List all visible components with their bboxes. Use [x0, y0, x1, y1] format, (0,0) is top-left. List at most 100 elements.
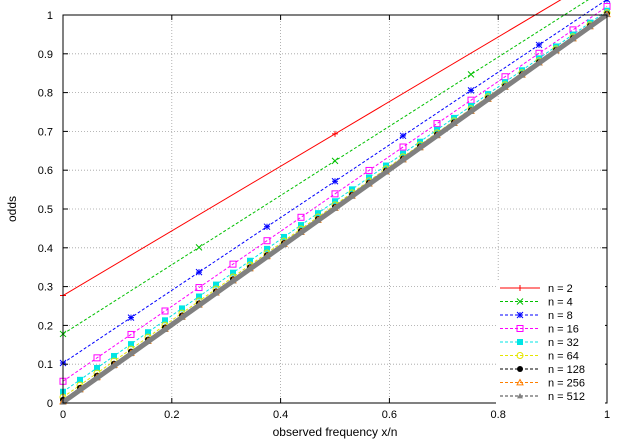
- data-point: [179, 314, 185, 320]
- legend-item: n = 4: [500, 297, 573, 309]
- data-point: [519, 67, 525, 74]
- y-tick-label: 0.5: [38, 204, 53, 216]
- y-tick-label: 0.7: [38, 126, 53, 138]
- legend-item: n = 32: [500, 337, 579, 349]
- data-point: [127, 330, 135, 338]
- legend-label: n = 32: [548, 337, 579, 349]
- data-point: [519, 72, 525, 78]
- legend-item: n = 64: [500, 351, 579, 363]
- legend-label: n = 64: [548, 351, 579, 363]
- legend-marker: [516, 352, 524, 359]
- data-point: [400, 156, 406, 163]
- legend-marker: [516, 298, 524, 305]
- legend-item: n = 8: [500, 310, 573, 322]
- legend-item: n = 256: [500, 378, 585, 390]
- data-point: [535, 41, 543, 49]
- legend-marker: [517, 339, 523, 345]
- data-point: [349, 186, 355, 193]
- data-point: [315, 217, 321, 223]
- data-point: [502, 84, 508, 90]
- data-point: [281, 241, 287, 248]
- data-point: [349, 193, 355, 199]
- data-point: [434, 132, 440, 139]
- data-point: [161, 307, 169, 315]
- legend-item: n = 16: [500, 324, 579, 336]
- legend: n = 2 n = 4n = 8 n = 16n = 32 n = 64n = 128…: [496, 281, 605, 405]
- series-2: [60, 0, 562, 299]
- legend-marker: [516, 325, 524, 332]
- data-point: [77, 376, 83, 383]
- data-point: [145, 338, 151, 345]
- data-point: [365, 166, 373, 174]
- legend-label: n = 16: [548, 324, 579, 336]
- y-tick-label: 0.8: [38, 88, 53, 100]
- data-point: [298, 229, 304, 236]
- data-point: [94, 364, 100, 371]
- data-point: [451, 120, 457, 127]
- legend-item: n = 2: [500, 283, 573, 295]
- data-point: [195, 244, 203, 251]
- legend-label: n = 2: [548, 283, 573, 295]
- data-point: [195, 268, 203, 276]
- data-point: [399, 143, 407, 151]
- data-point: [128, 341, 134, 348]
- plot-series: [59, 0, 611, 405]
- y-tick-label: 0.4: [38, 243, 53, 255]
- data-point: [127, 314, 135, 321]
- data-point: [111, 362, 117, 369]
- legend-marker: [517, 366, 523, 372]
- data-point: [264, 245, 270, 252]
- data-point: [230, 269, 236, 276]
- data-point: [196, 302, 202, 308]
- data-point: [77, 387, 83, 393]
- data-point: [468, 108, 474, 114]
- x-tick-label: 0.8: [491, 409, 506, 421]
- data-point: [264, 253, 270, 260]
- data-point: [196, 293, 202, 300]
- data-point: [332, 130, 338, 137]
- y-tick-label: 0.3: [38, 282, 53, 294]
- legend-marker: [516, 311, 524, 319]
- x-tick-label: 1: [604, 409, 610, 421]
- series-line: [62, 0, 562, 296]
- data-point: [213, 281, 219, 288]
- y-axis-title: odds: [5, 196, 19, 222]
- data-point: [128, 350, 134, 357]
- data-point: [281, 233, 287, 240]
- data-point: [145, 329, 151, 336]
- data-point: [93, 354, 101, 362]
- axis-ticks: 0 0.2 0.4 0.6 0.8 1 0 0.1 0.2 0.3 0.4 0.5 0.6 0.7 0.8 0…: [38, 10, 610, 421]
- data-point: [111, 353, 117, 360]
- data-point: [467, 71, 475, 78]
- data-point: [485, 96, 491, 102]
- legend-marker: [517, 393, 523, 399]
- data-point: [213, 290, 219, 296]
- data-point: [399, 132, 407, 140]
- data-point: [383, 169, 389, 175]
- data-point: [467, 87, 475, 94]
- data-point: [417, 144, 423, 151]
- data-point: [247, 265, 253, 272]
- x-tick-label: 0.6: [382, 409, 397, 421]
- x-axis-title: observed frequency x/n: [273, 425, 398, 439]
- legend-marker: [516, 378, 524, 386]
- data-point: [94, 374, 100, 381]
- data-point: [162, 317, 168, 324]
- data-point: [229, 260, 237, 268]
- legend-label: n = 512: [548, 391, 585, 403]
- data-point: [366, 181, 372, 187]
- legend-label: n = 8: [548, 310, 573, 322]
- x-tick-label: 0.4: [273, 409, 288, 421]
- data-point: [162, 326, 168, 332]
- data-point: [331, 190, 339, 198]
- legend-marker: [517, 285, 523, 291]
- data-point: [331, 157, 339, 165]
- legend-item: n = 128: [500, 364, 585, 376]
- legend-item: n = 512: [500, 391, 585, 403]
- data-point: [587, 23, 593, 30]
- series-512: [60, 11, 610, 405]
- data-point: [263, 237, 271, 245]
- data-point: [553, 47, 559, 54]
